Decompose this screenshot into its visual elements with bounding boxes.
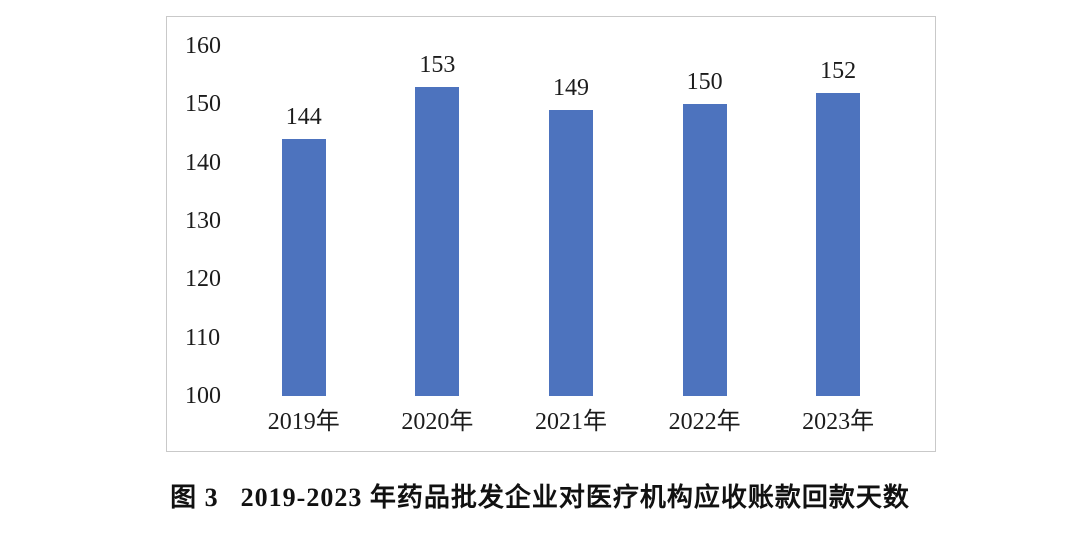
x-axis: 2019年 2020年 2021年 2022年 2023年 xyxy=(237,408,905,436)
x-tick-label: 2021年 xyxy=(534,409,607,435)
x-tick-label: 2020年 xyxy=(401,409,474,435)
plot-area: 144 153 149 150 152 xyxy=(237,46,905,396)
bar-value-label: 149 xyxy=(552,75,589,102)
y-tick-label: 140 xyxy=(185,149,221,176)
bar-value-label: 144 xyxy=(285,104,322,131)
bar-chart: 160 150 140 130 120 110 100 144 153 149 150 152 20… xyxy=(166,16,936,452)
bar-slot: 153 xyxy=(371,46,505,396)
y-tick-label: 120 xyxy=(185,266,221,293)
y-tick-label: 150 xyxy=(185,91,221,118)
bar-value-label: 153 xyxy=(419,51,456,78)
bar-slot: 144 xyxy=(237,46,371,396)
bar xyxy=(281,139,326,396)
bar-slot: 150 xyxy=(638,46,772,396)
figure-title: 2019-2023 年药品批发企业对医疗机构应收账款回款天数 xyxy=(240,483,910,512)
figure-caption: 图 3 2019-2023 年药品批发企业对医疗机构应收账款回款天数 xyxy=(0,477,1080,514)
x-tick-label: 2023年 xyxy=(802,409,875,435)
y-axis: 160 150 140 130 120 110 100 xyxy=(185,17,237,451)
bar xyxy=(415,86,460,396)
bar xyxy=(816,92,861,396)
bar-value-label: 150 xyxy=(686,69,723,96)
y-tick-label: 110 xyxy=(185,324,221,351)
bar xyxy=(548,110,593,396)
figure-number: 图 3 xyxy=(170,483,219,512)
x-tick-label: 2022年 xyxy=(668,409,741,435)
y-tick-label: 130 xyxy=(185,208,221,234)
x-tick-label: 2019年 xyxy=(267,409,340,435)
y-tick-label: 160 xyxy=(185,33,221,59)
bar-value-label: 152 xyxy=(820,57,857,84)
y-tick-label: 100 xyxy=(185,383,221,409)
bar xyxy=(682,104,727,396)
bar-slot: 149 xyxy=(504,46,638,396)
bar-slot: 152 xyxy=(771,46,905,396)
